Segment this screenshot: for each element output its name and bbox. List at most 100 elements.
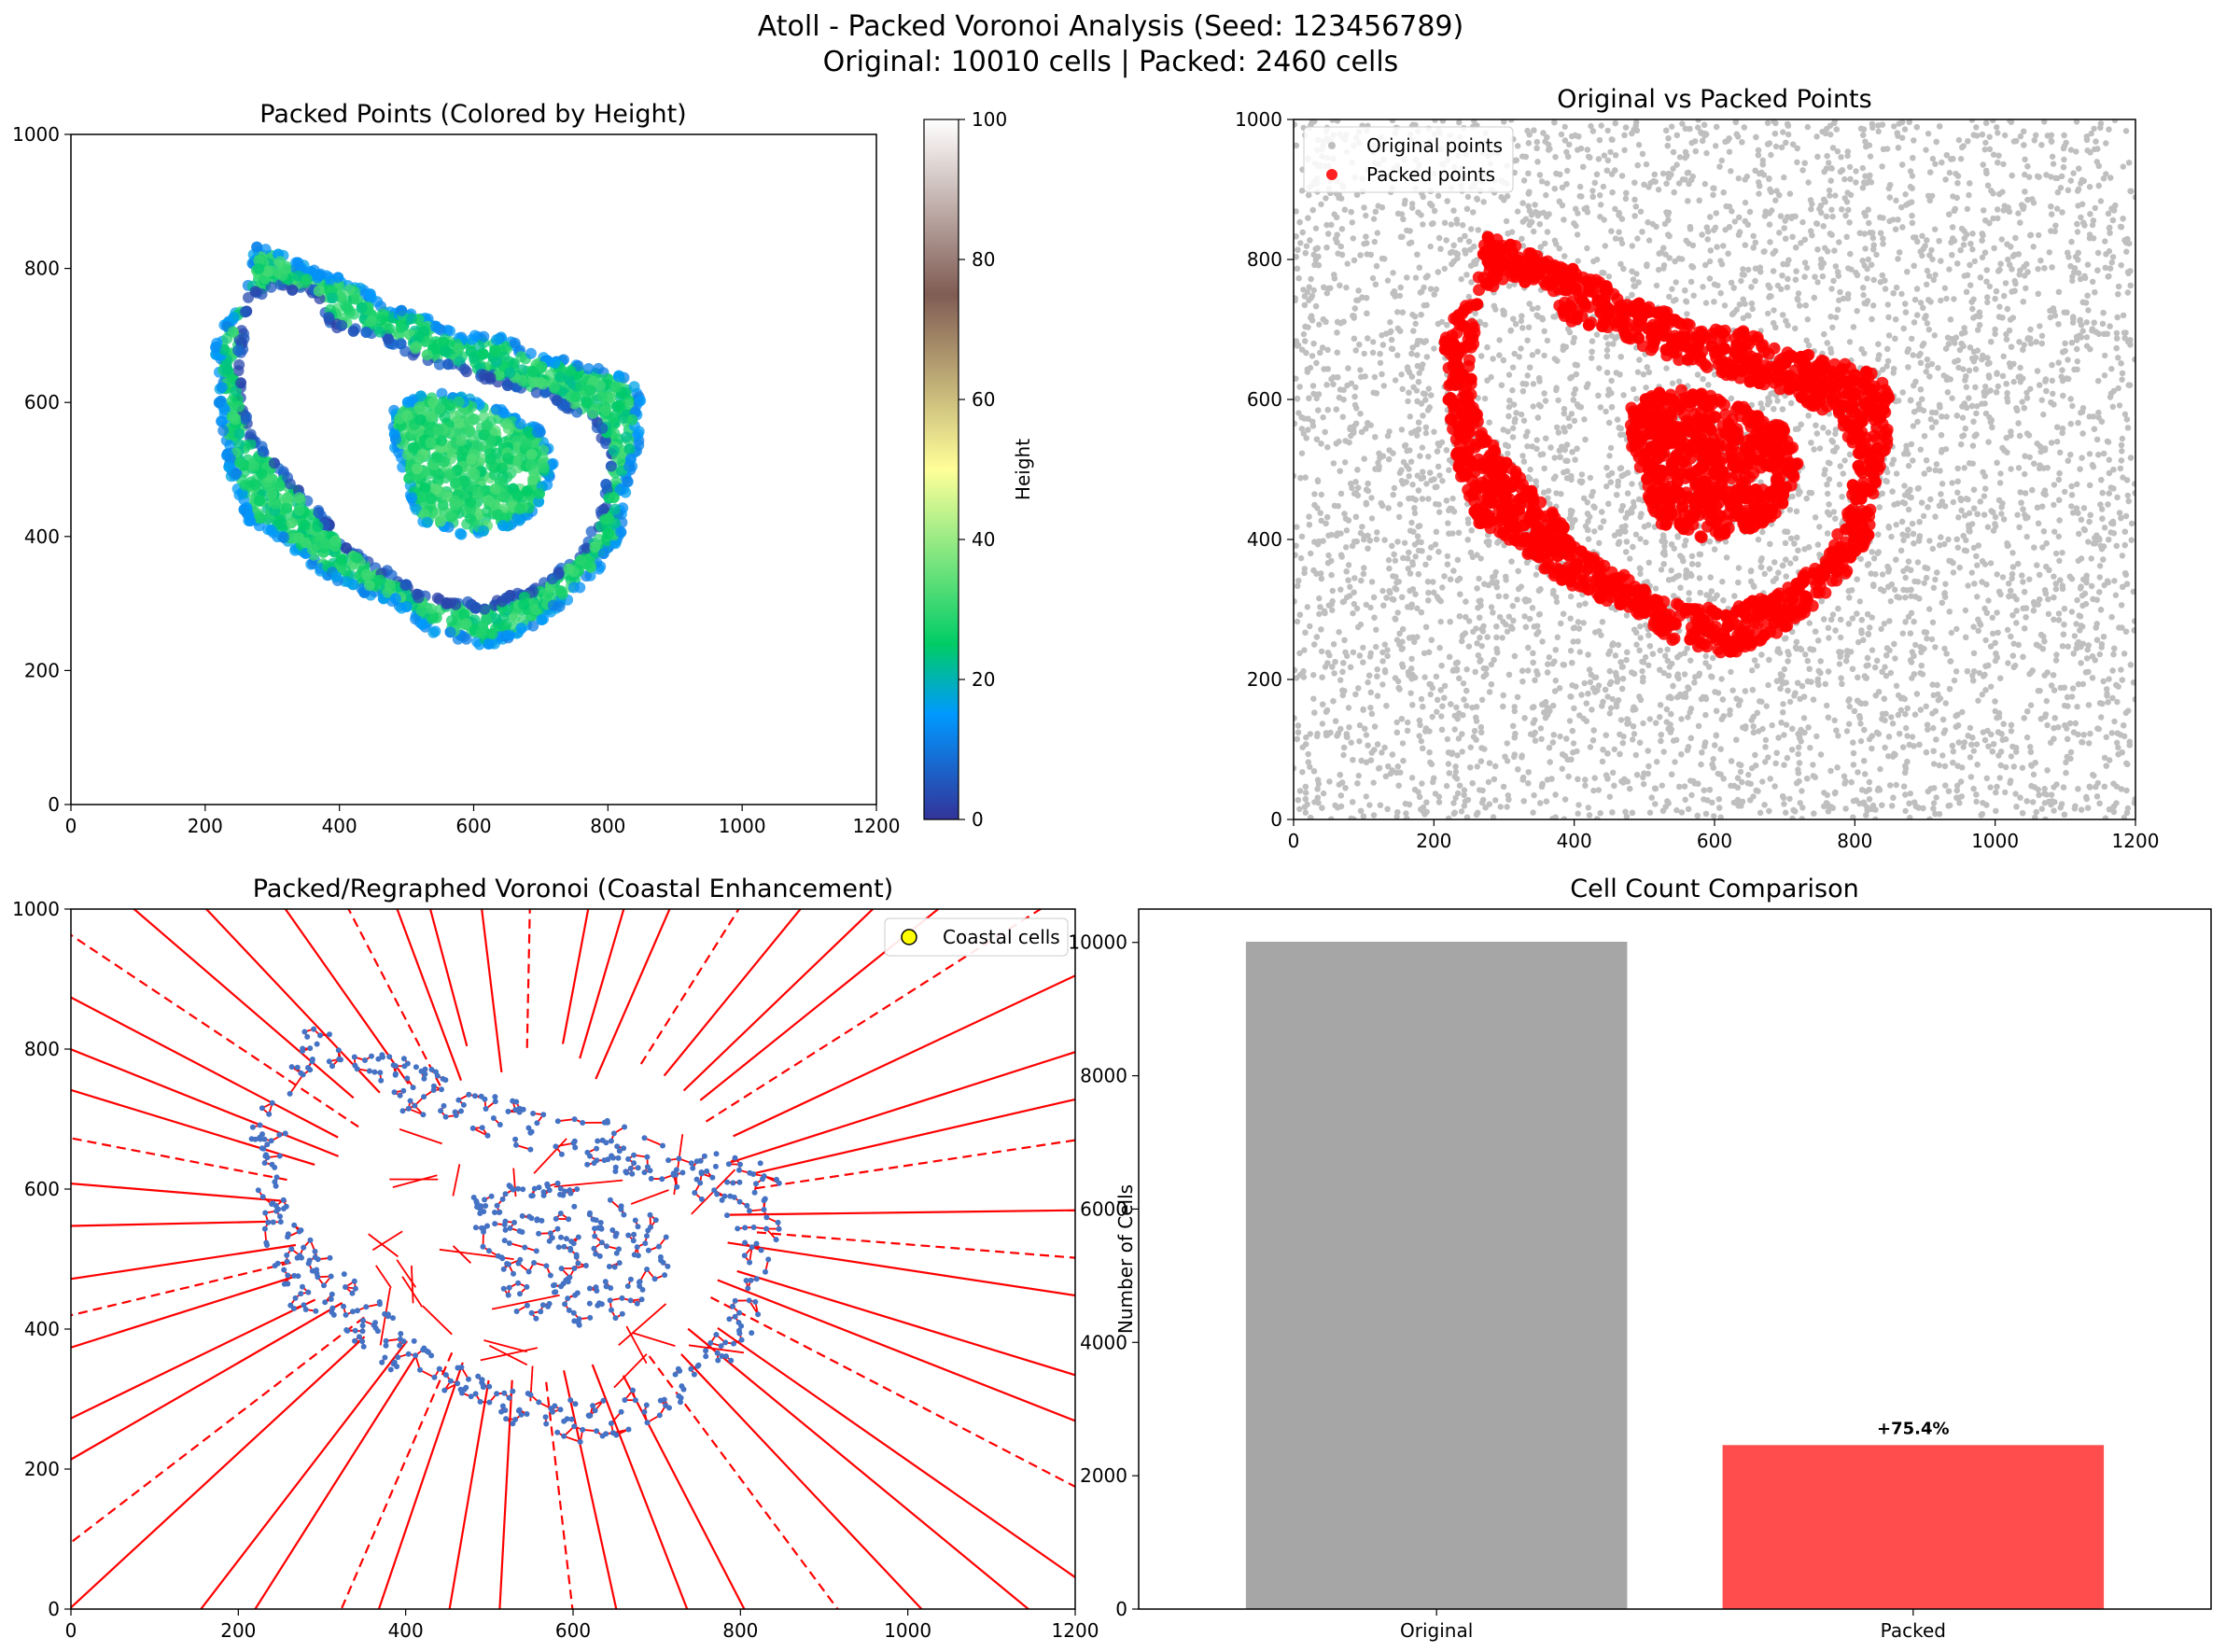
height-point bbox=[239, 306, 251, 318]
height-point bbox=[548, 382, 560, 394]
height-point bbox=[613, 371, 624, 383]
height-point bbox=[453, 396, 465, 408]
height-point bbox=[481, 506, 493, 518]
height-point bbox=[414, 413, 427, 426]
height-point bbox=[477, 348, 489, 360]
height-point bbox=[628, 381, 640, 393]
height-point bbox=[421, 349, 433, 361]
height-point bbox=[413, 331, 425, 343]
height-point bbox=[602, 527, 614, 539]
panel-a-ytick-label: 0 bbox=[48, 793, 60, 816]
height-point bbox=[500, 618, 512, 630]
height-point bbox=[276, 517, 287, 529]
height-point bbox=[444, 399, 456, 411]
height-point bbox=[549, 357, 561, 369]
height-point bbox=[356, 301, 368, 314]
height-point bbox=[511, 489, 524, 501]
height-point bbox=[527, 366, 539, 378]
colorbar-tick-label: 100 bbox=[972, 108, 1007, 131]
height-point bbox=[385, 569, 398, 581]
height-point bbox=[502, 423, 514, 435]
height-point bbox=[314, 270, 326, 282]
height-point bbox=[273, 480, 286, 492]
height-point bbox=[407, 441, 419, 454]
height-point bbox=[254, 495, 265, 507]
height-point bbox=[390, 433, 401, 445]
height-point bbox=[530, 386, 542, 399]
height-point bbox=[216, 415, 228, 427]
height-point bbox=[365, 315, 377, 328]
height-point bbox=[430, 483, 442, 495]
height-point bbox=[433, 358, 445, 371]
height-point bbox=[600, 479, 612, 490]
height-point bbox=[444, 469, 455, 480]
height-point bbox=[450, 598, 462, 610]
height-point bbox=[575, 554, 587, 567]
height-point bbox=[587, 407, 599, 419]
height-point bbox=[351, 293, 363, 305]
height-point bbox=[486, 628, 498, 640]
height-point bbox=[533, 488, 545, 499]
height-point bbox=[284, 478, 296, 490]
height-point bbox=[425, 603, 437, 615]
height-point bbox=[449, 411, 461, 423]
height-point bbox=[327, 292, 339, 304]
height-point bbox=[383, 333, 394, 345]
panel-a-xtick-label: 1200 bbox=[853, 815, 901, 837]
height-point bbox=[516, 374, 528, 386]
height-point bbox=[615, 526, 627, 539]
height-point bbox=[618, 412, 630, 424]
height-point bbox=[364, 288, 376, 301]
height-point bbox=[248, 460, 260, 472]
height-point bbox=[411, 341, 422, 353]
height-point bbox=[455, 528, 468, 540]
height-point bbox=[217, 425, 230, 437]
height-point bbox=[253, 511, 265, 524]
height-point bbox=[221, 448, 233, 460]
height-point bbox=[393, 446, 405, 458]
height-point bbox=[581, 397, 593, 409]
height-point bbox=[342, 301, 353, 314]
height-point bbox=[299, 519, 311, 531]
height-point bbox=[384, 323, 396, 335]
height-point bbox=[301, 273, 313, 286]
height-point bbox=[478, 429, 490, 441]
height-point bbox=[280, 263, 291, 275]
height-point bbox=[414, 390, 427, 402]
height-point bbox=[597, 548, 609, 559]
height-point bbox=[340, 542, 352, 554]
height-point bbox=[445, 615, 457, 626]
panel-a-xtick-label: 600 bbox=[455, 815, 491, 837]
height-point bbox=[360, 327, 372, 338]
height-point bbox=[227, 326, 239, 338]
height-point bbox=[479, 603, 491, 615]
height-point bbox=[503, 629, 515, 641]
height-point bbox=[257, 445, 269, 457]
height-point bbox=[609, 538, 622, 550]
panel-a-xtick-label: 0 bbox=[65, 815, 77, 837]
height-point bbox=[445, 511, 457, 523]
height-point bbox=[323, 311, 335, 323]
height-point bbox=[347, 579, 359, 591]
height-point bbox=[589, 541, 601, 553]
height-point bbox=[490, 403, 502, 415]
height-point bbox=[434, 515, 446, 527]
height-point bbox=[292, 270, 304, 282]
height-point bbox=[547, 457, 559, 469]
height-point bbox=[609, 381, 622, 393]
height-point bbox=[248, 479, 260, 491]
height-point bbox=[622, 475, 634, 487]
height-point bbox=[441, 597, 453, 609]
height-point bbox=[343, 284, 356, 296]
panel-a-ytick-label: 800 bbox=[24, 258, 60, 280]
height-point bbox=[575, 379, 587, 391]
height-point bbox=[421, 516, 433, 528]
height-point bbox=[281, 502, 292, 514]
height-point bbox=[413, 401, 426, 413]
height-point bbox=[613, 399, 625, 412]
height-point bbox=[605, 460, 617, 472]
height-point bbox=[531, 427, 543, 439]
height-point bbox=[210, 342, 222, 354]
